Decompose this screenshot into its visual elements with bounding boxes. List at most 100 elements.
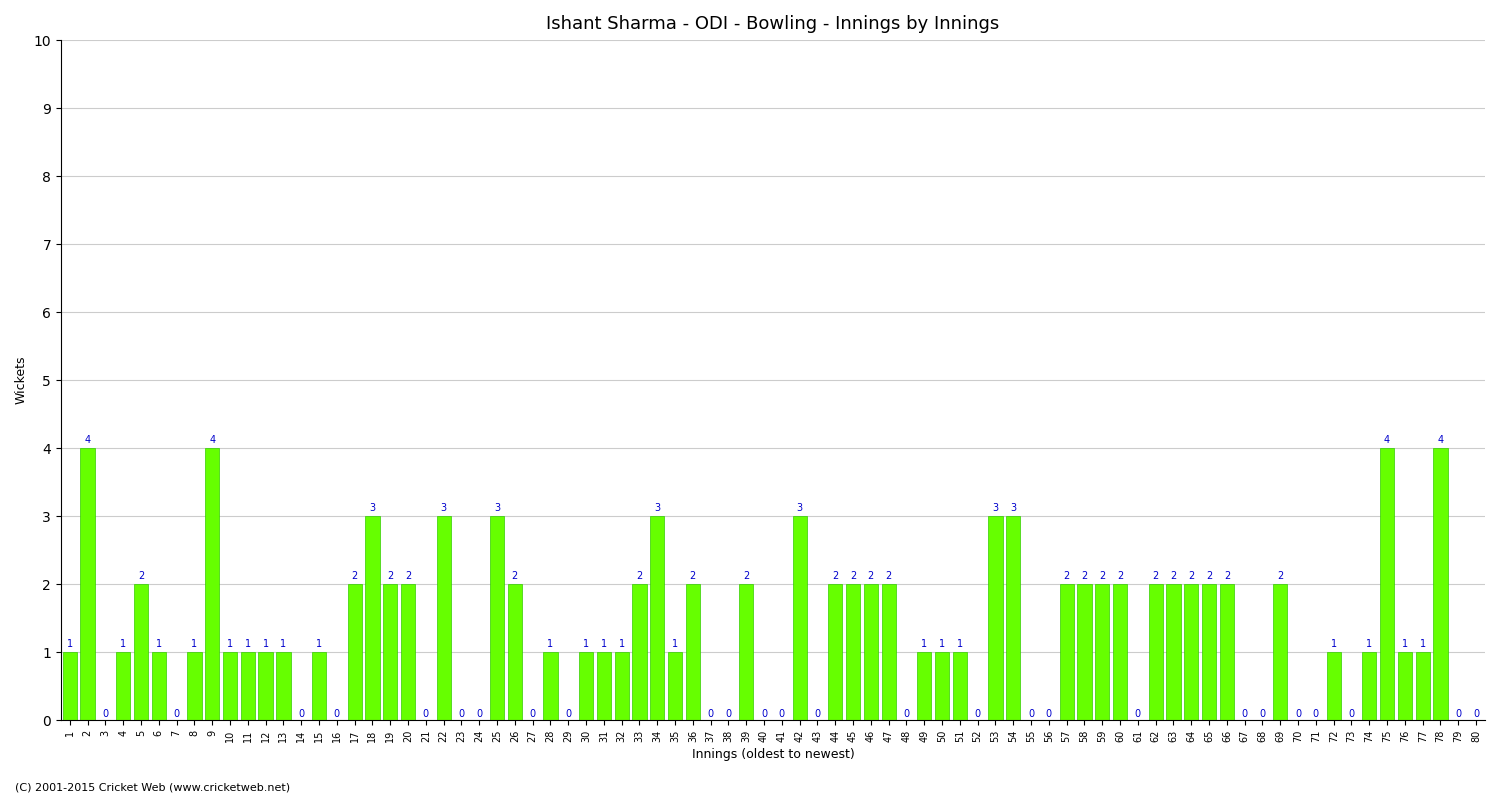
Bar xyxy=(579,652,592,720)
Text: 1: 1 xyxy=(280,639,286,649)
Text: 3: 3 xyxy=(654,502,660,513)
Bar xyxy=(1398,652,1411,720)
Y-axis label: Wickets: Wickets xyxy=(15,356,28,405)
Bar xyxy=(864,584,877,720)
Text: 2: 2 xyxy=(512,570,518,581)
Bar xyxy=(507,584,522,720)
Text: 2: 2 xyxy=(885,570,892,581)
Text: 0: 0 xyxy=(1473,709,1479,719)
Text: 0: 0 xyxy=(334,709,340,719)
Bar xyxy=(1202,584,1216,720)
Text: 4: 4 xyxy=(209,434,216,445)
Text: 1: 1 xyxy=(618,639,624,649)
Text: 0: 0 xyxy=(423,709,429,719)
Bar xyxy=(1362,652,1377,720)
Text: 1: 1 xyxy=(120,639,126,649)
Text: 1: 1 xyxy=(1419,639,1426,649)
Text: 1: 1 xyxy=(262,639,268,649)
Bar xyxy=(400,584,416,720)
Text: 3: 3 xyxy=(1010,502,1017,513)
Bar xyxy=(1113,584,1126,720)
Bar xyxy=(1326,652,1341,720)
Text: 0: 0 xyxy=(815,709,821,719)
Text: 0: 0 xyxy=(566,709,572,719)
Text: 2: 2 xyxy=(138,570,144,581)
Text: 0: 0 xyxy=(1294,709,1300,719)
Text: 0: 0 xyxy=(1312,709,1318,719)
Bar xyxy=(1059,584,1074,720)
Text: 0: 0 xyxy=(459,709,465,719)
Bar xyxy=(1149,584,1162,720)
X-axis label: Innings (oldest to newest): Innings (oldest to newest) xyxy=(692,748,855,761)
Bar xyxy=(366,516,380,720)
Text: 1: 1 xyxy=(226,639,232,649)
Bar xyxy=(792,516,807,720)
Text: 1: 1 xyxy=(192,639,198,649)
Text: 2: 2 xyxy=(636,570,642,581)
Bar xyxy=(1274,584,1287,720)
Text: 2: 2 xyxy=(351,570,357,581)
Text: 2: 2 xyxy=(387,570,393,581)
Text: 0: 0 xyxy=(174,709,180,719)
Bar xyxy=(63,652,76,720)
Text: 1: 1 xyxy=(244,639,250,649)
Text: 3: 3 xyxy=(796,502,802,513)
Bar xyxy=(382,584,398,720)
Text: 0: 0 xyxy=(778,709,784,719)
Text: 0: 0 xyxy=(476,709,483,719)
Text: 0: 0 xyxy=(1260,709,1266,719)
Bar xyxy=(1416,652,1430,720)
Text: 2: 2 xyxy=(850,570,856,581)
Text: 4: 4 xyxy=(1384,434,1390,445)
Text: 4: 4 xyxy=(84,434,90,445)
Bar xyxy=(1167,584,1180,720)
Bar xyxy=(152,652,166,720)
Text: 1: 1 xyxy=(316,639,322,649)
Bar xyxy=(952,652,968,720)
Bar xyxy=(1007,516,1020,720)
Text: 0: 0 xyxy=(1046,709,1052,719)
Text: 0: 0 xyxy=(760,709,766,719)
Text: 2: 2 xyxy=(742,570,750,581)
Bar xyxy=(543,652,558,720)
Bar xyxy=(650,516,664,720)
Bar xyxy=(240,652,255,720)
Bar xyxy=(1380,448,1394,720)
Text: 3: 3 xyxy=(993,502,999,513)
Text: (C) 2001-2015 Cricket Web (www.cricketweb.net): (C) 2001-2015 Cricket Web (www.cricketwe… xyxy=(15,782,290,792)
Bar xyxy=(916,652,932,720)
Text: 3: 3 xyxy=(369,502,375,513)
Bar xyxy=(188,652,201,720)
Text: 2: 2 xyxy=(1276,570,1284,581)
Bar xyxy=(828,584,843,720)
Text: 0: 0 xyxy=(708,709,714,719)
Bar xyxy=(490,516,504,720)
Text: 0: 0 xyxy=(1136,709,1142,719)
Title: Ishant Sharma - ODI - Bowling - Innings by Innings: Ishant Sharma - ODI - Bowling - Innings … xyxy=(546,15,999,33)
Text: 2: 2 xyxy=(1170,570,1176,581)
Text: 2: 2 xyxy=(1224,570,1230,581)
Bar xyxy=(116,652,130,720)
Text: 2: 2 xyxy=(833,570,839,581)
Bar xyxy=(1184,584,1198,720)
Bar xyxy=(81,448,94,720)
Text: 1: 1 xyxy=(156,639,162,649)
Bar xyxy=(224,652,237,720)
Text: 1: 1 xyxy=(1366,639,1372,649)
Bar xyxy=(615,652,628,720)
Text: 1: 1 xyxy=(1330,639,1336,649)
Bar xyxy=(882,584,896,720)
Text: 1: 1 xyxy=(66,639,74,649)
Text: 2: 2 xyxy=(1206,570,1212,581)
Text: 2: 2 xyxy=(1152,570,1160,581)
Bar xyxy=(312,652,326,720)
Bar xyxy=(597,652,610,720)
Bar xyxy=(1077,584,1092,720)
Text: 2: 2 xyxy=(1188,570,1194,581)
Bar xyxy=(633,584,646,720)
Text: 4: 4 xyxy=(1437,434,1443,445)
Text: 0: 0 xyxy=(903,709,909,719)
Text: 0: 0 xyxy=(298,709,304,719)
Text: 0: 0 xyxy=(1455,709,1461,719)
Text: 2: 2 xyxy=(1064,570,1070,581)
